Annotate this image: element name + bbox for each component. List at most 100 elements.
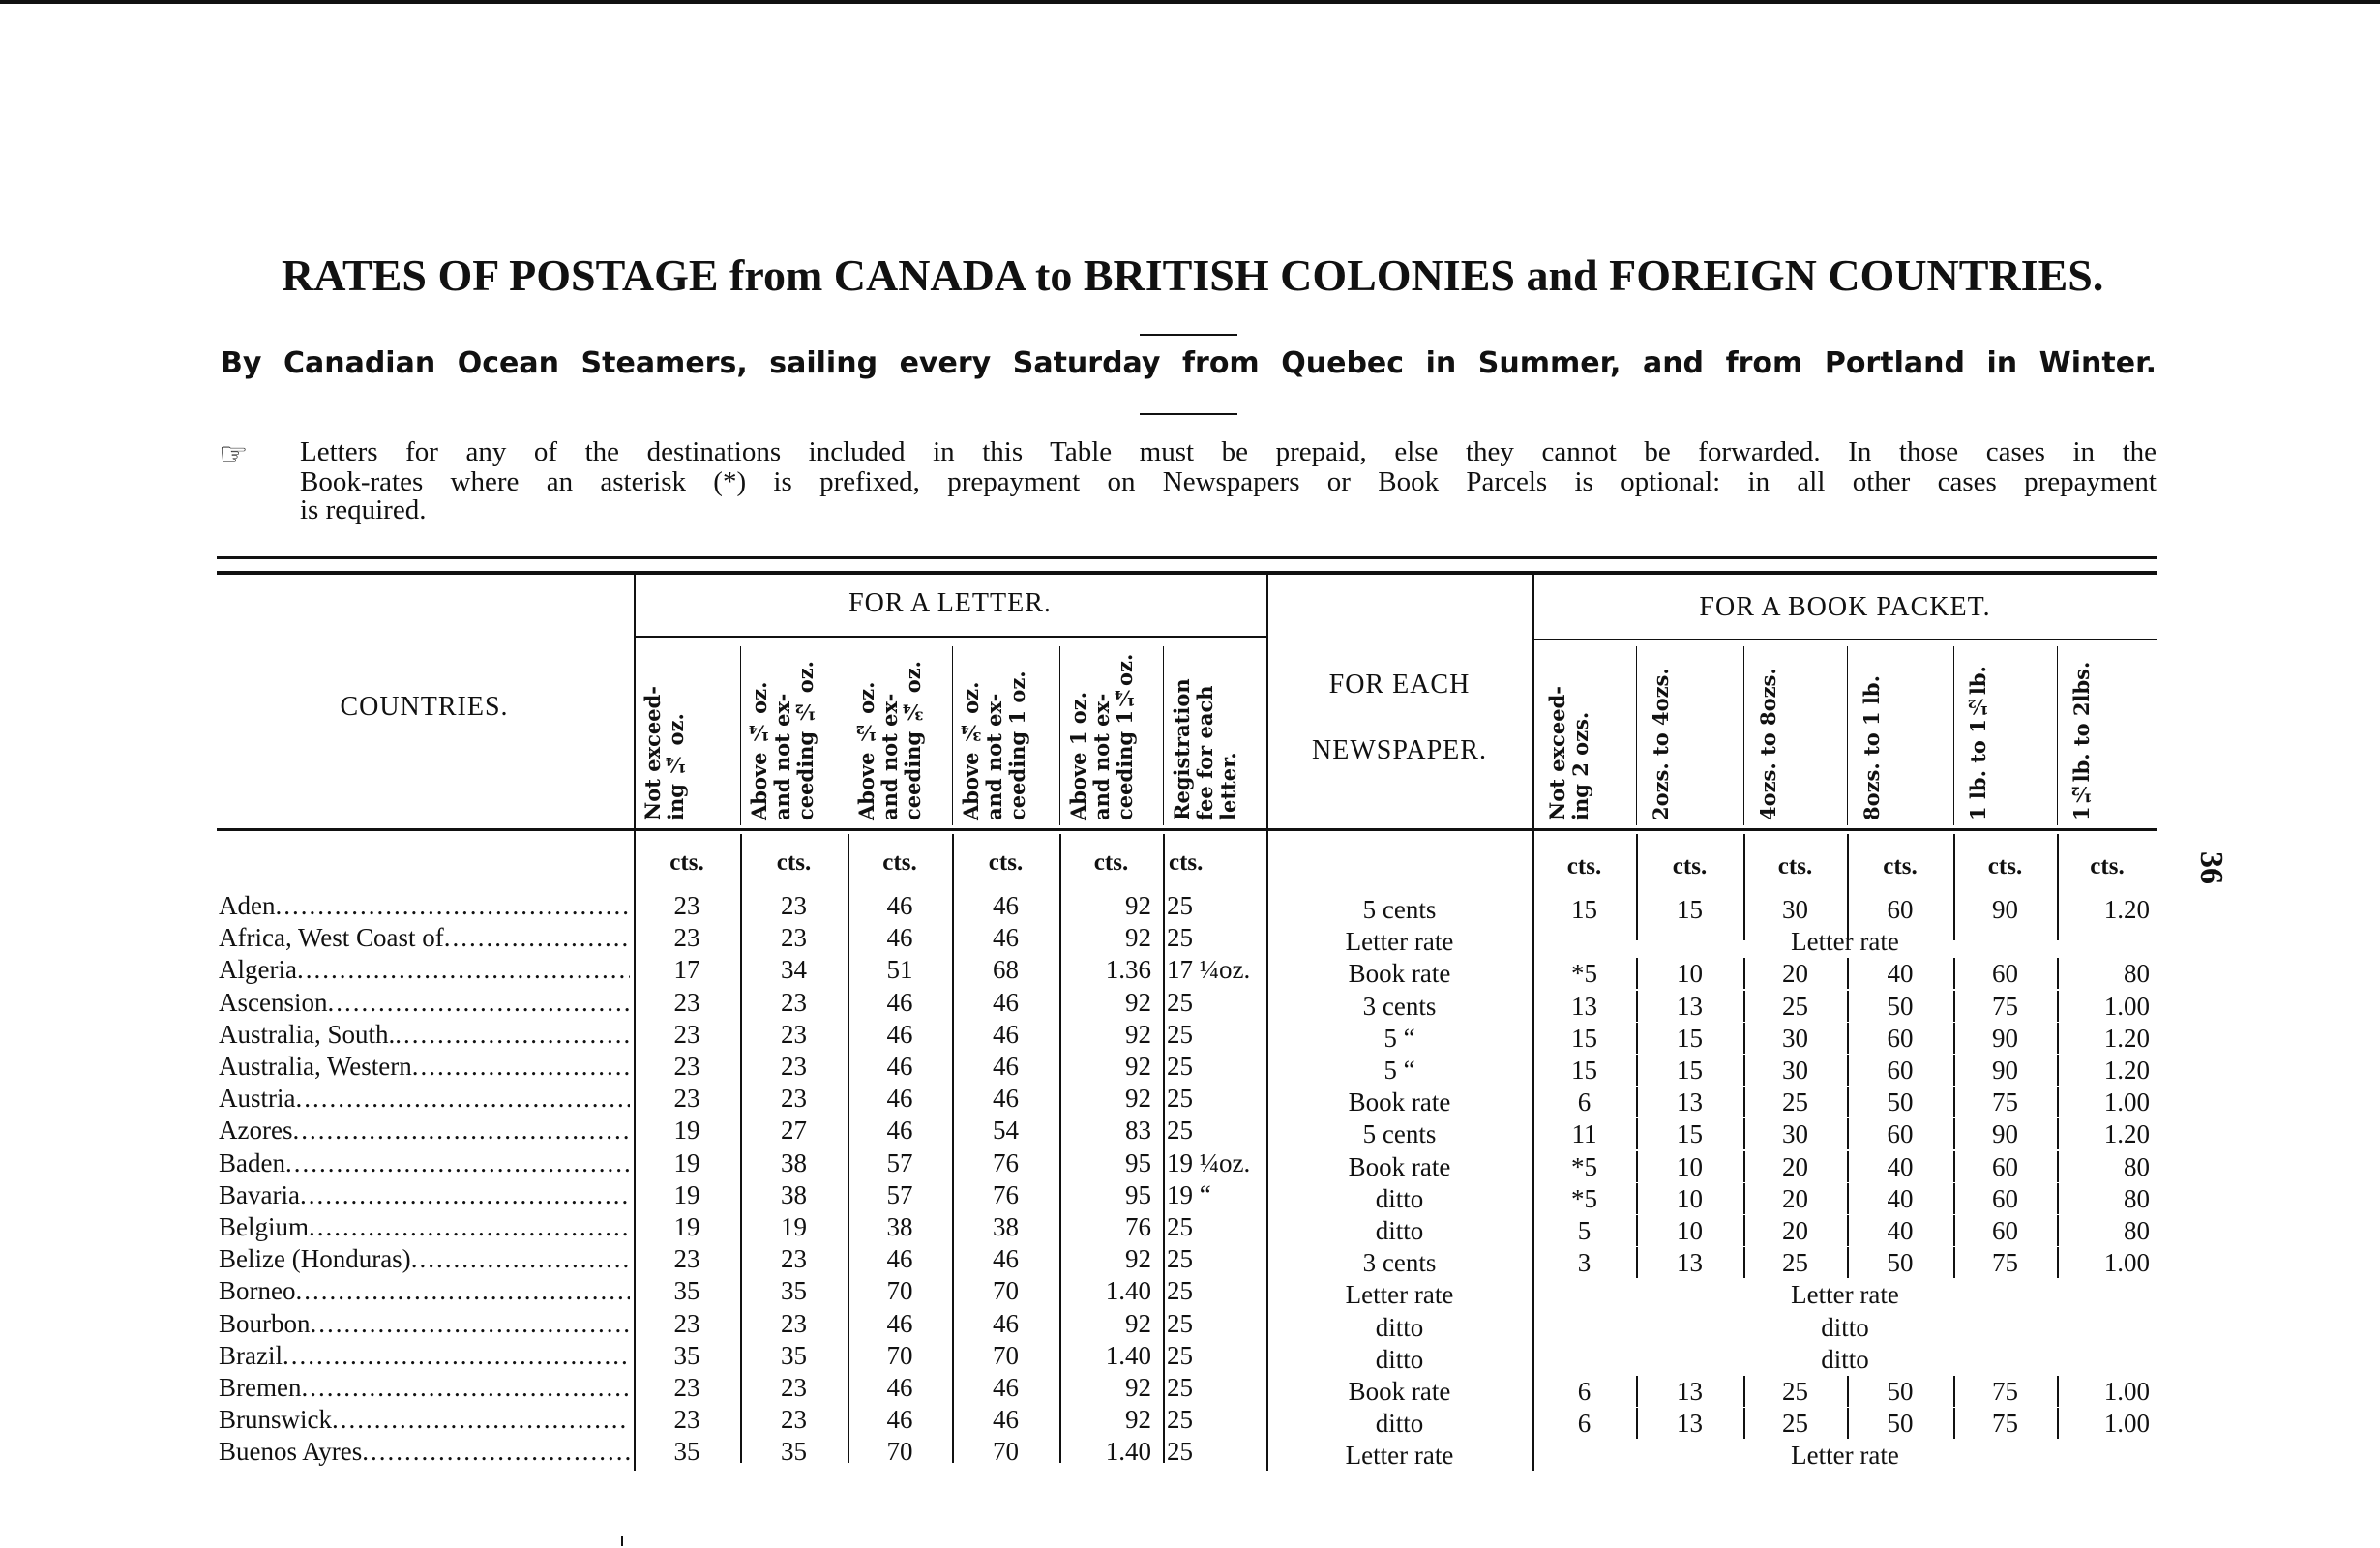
column-divider	[2057, 1087, 2059, 1118]
book-rate-cell: 10	[1677, 959, 1703, 989]
letter-rate-cell: 38	[781, 1179, 807, 1209]
letter-rate-cell: 76	[993, 1147, 1019, 1177]
newspaper-rate-cell: Book rate	[1348, 1087, 1451, 1117]
book-rate-cell: 1.20	[2103, 1056, 2150, 1085]
column-divider	[1953, 894, 1955, 925]
book-rate-cell: 6	[1577, 1377, 1592, 1406]
letter-rate-cell: 19	[673, 1179, 700, 1209]
column-divider	[1743, 1022, 1745, 1054]
subtitle: By Canadian Ocean Steamers, sailing ever…	[221, 346, 2157, 380]
letter-rate-cell: 19 ¼oz.	[1167, 1147, 1251, 1177]
dot-leader	[295, 1083, 630, 1115]
book-rate-cell: 13	[1677, 1377, 1703, 1406]
column-divider	[2057, 1408, 2059, 1440]
newspaper-rate-cell: 3 cents	[1362, 1248, 1437, 1278]
unit-label: cts.	[1093, 849, 1129, 876]
country-name: Australia, Western	[219, 1051, 630, 1083]
letter-rate-cell: 46	[886, 1052, 913, 1081]
letter-rate-cell: 70	[886, 1437, 913, 1467]
book-rate-cell: 90	[1992, 895, 2018, 924]
book-rate-cell: 13	[1677, 1248, 1703, 1278]
column-divider	[848, 834, 849, 1463]
letter-rate-cell: 25	[1167, 1212, 1193, 1241]
book-rate-cell: 30	[1782, 1119, 1808, 1149]
column-divider	[2057, 1215, 2059, 1246]
book-rate-merged-cell: ditto	[1821, 1344, 1869, 1374]
country-name: Bourbon	[219, 1308, 630, 1340]
book-rate-merged-cell: Letter rate	[1791, 1280, 1899, 1310]
letter-rate-cell: 25	[1167, 1373, 1193, 1402]
letter-rate-cell: 46	[993, 1308, 1019, 1338]
newspaper-rate-cell: 3 cents	[1362, 991, 1437, 1021]
book-rate-cell: 13	[1677, 1409, 1703, 1439]
book-rate-cell: 5	[1577, 1216, 1592, 1245]
book-rate-cell: 13	[1677, 991, 1703, 1021]
country-name: Azores	[219, 1115, 630, 1146]
subtitle-rule	[1140, 413, 1237, 415]
newspaper-rate-cell: ditto	[1375, 1344, 1424, 1374]
dot-leader	[292, 1115, 630, 1146]
book-rate-cell: 75	[1992, 991, 2018, 1021]
book-rate-merged-cell: Letter rate	[1791, 927, 1899, 957]
letter-rate-cell: 19	[673, 1212, 700, 1241]
column-divider	[2057, 834, 2059, 940]
letter-rate-cell: 70	[993, 1340, 1019, 1370]
letter-rate-cell: 25	[1167, 1244, 1193, 1274]
column-divider	[1953, 1376, 1955, 1407]
country-name: Brazil	[219, 1340, 630, 1372]
country-label: Baden	[219, 1147, 285, 1177]
dot-leader	[295, 1275, 630, 1307]
column-divider	[1636, 646, 1637, 825]
letter-rate-cell: 76	[1125, 1212, 1151, 1241]
column-divider	[2057, 894, 2059, 925]
letter-rate-cell: 46	[993, 1373, 1019, 1402]
letter-rate-cell: 46	[993, 987, 1019, 1017]
letter-rate-cell: 1.40	[1105, 1276, 1151, 1306]
column-divider	[2057, 646, 2058, 825]
letter-rate-cell: 25	[1167, 1308, 1193, 1338]
letter-rate-cell: 35	[781, 1340, 807, 1370]
newspaper-rate-cell: Book rate	[1348, 1151, 1451, 1181]
newspaper-rate-cell: Letter rate	[1345, 927, 1454, 957]
column-divider	[1743, 1376, 1745, 1407]
letter-column-header: Above ½ oz. and not ex- ceeding ¾ oz.	[854, 661, 925, 820]
table-top-rule-2	[217, 571, 2157, 575]
dot-leader	[332, 1404, 630, 1436]
book-rate-cell: 15	[1571, 1023, 1597, 1053]
column-divider	[1953, 958, 1955, 990]
newspaper-rate-cell: 5 “	[1383, 1023, 1415, 1053]
letter-rate-cell: 1.40	[1105, 1340, 1151, 1370]
book-rate-cell: 30	[1782, 895, 1808, 924]
book-rate-cell: 20	[1782, 1216, 1808, 1245]
column-divider	[1953, 1182, 1955, 1214]
book-rate-cell: 15	[1571, 1056, 1597, 1085]
book-column-header: Not exceed- ing 2 ozs.	[1545, 685, 1592, 820]
book-rate-cell: 60	[1887, 895, 1914, 924]
letter-rate-cell: 1.36	[1105, 955, 1151, 985]
book-rate-cell: 20	[1782, 1183, 1808, 1213]
dot-leader	[395, 1019, 630, 1051]
letter-rate-cell: 23	[781, 891, 807, 920]
book-rate-cell: 15	[1677, 1023, 1703, 1053]
book-column-header: 1 lb. to 1½lb.	[1966, 666, 1990, 820]
letter-header-rule	[636, 636, 1266, 638]
column-divider	[1636, 1408, 1638, 1440]
column-divider	[740, 834, 742, 1463]
column-divider	[634, 571, 636, 1471]
letter-rate-cell: 25	[1167, 1116, 1193, 1146]
column-divider	[1743, 1247, 1745, 1279]
dot-leader	[283, 1340, 630, 1372]
letter-rate-cell: 46	[993, 923, 1019, 953]
letter-rate-cell: 76	[993, 1179, 1019, 1209]
country-name: Algeria	[219, 954, 630, 986]
letter-rate-cell: 46	[993, 1084, 1019, 1114]
book-rate-cell: 30	[1782, 1056, 1808, 1085]
country-name: Buenos Ayres	[219, 1436, 630, 1468]
book-rate-cell: 50	[1887, 1409, 1914, 1439]
newspaper-header-line-1: FOR EACH	[1328, 670, 1471, 700]
letter-rate-cell: 19	[781, 1212, 807, 1241]
column-divider	[1847, 1022, 1849, 1054]
letter-rate-cell: 38	[781, 1147, 807, 1177]
letter-rate-cell: 46	[886, 987, 913, 1017]
newspaper-rate-cell: ditto	[1375, 1216, 1424, 1245]
